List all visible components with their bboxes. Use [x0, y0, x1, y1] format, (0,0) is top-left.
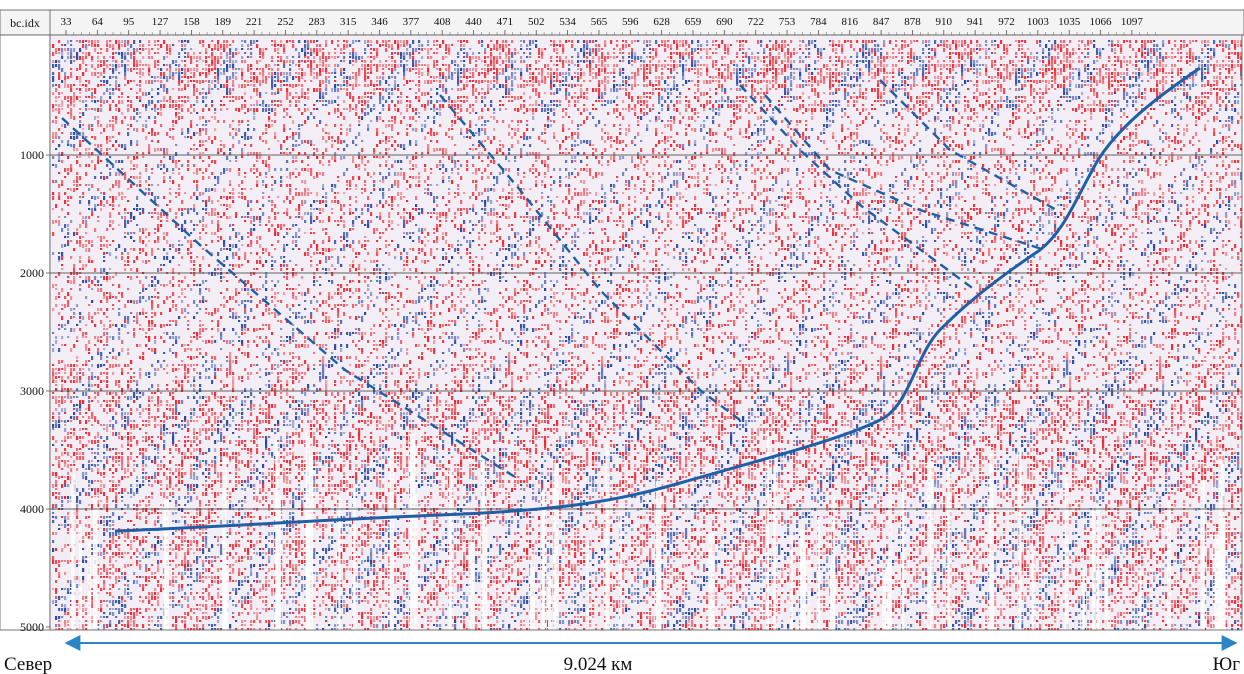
depth-tick-label: 4000 [20, 502, 44, 516]
trace-index-tick-label: 816 [842, 16, 859, 28]
trace-index-label: bc.idx [10, 16, 40, 30]
interpreted-fault-dashed-5 [879, 79, 1061, 214]
trace-index-tick-label: 252 [277, 16, 294, 28]
north-label: Север [4, 654, 52, 674]
trace-index-tick-label: 1003 [1027, 16, 1050, 28]
seismic-image [50, 35, 1242, 630]
trace-index-tick-label: 221 [246, 16, 263, 28]
interpreted-fault-dashed-3 [739, 84, 976, 291]
trace-index-tick-label: 784 [810, 16, 827, 28]
trace-index-tick-label: 690 [716, 16, 733, 28]
depth-tick-label: 1000 [20, 148, 44, 162]
depth-tick-label: 2000 [20, 266, 44, 280]
trace-index-tick-label: 565 [591, 16, 608, 28]
trace-index-tick-label: 941 [967, 16, 984, 28]
trace-index-tick-label: 283 [309, 16, 326, 28]
trace-index-tick-label: 847 [873, 16, 890, 28]
trace-index-tick-label: 628 [653, 16, 670, 28]
trace-index-tick-label: 1035 [1058, 16, 1081, 28]
depth-tick-label: 5000 [20, 620, 44, 634]
depth-axis-panel [0, 34, 51, 631]
trace-index-tick-label: 33 [61, 16, 73, 28]
trace-index-tick-label: 189 [215, 16, 232, 28]
trace-index-tick-label: 753 [779, 16, 796, 28]
trace-index-tick-label: 158 [183, 16, 200, 28]
depth-tick-label: 3000 [20, 384, 44, 398]
trace-index-tick-label: 315 [340, 16, 357, 28]
trace-index-tick-label: 1066 [1090, 16, 1113, 28]
trace-index-tick-label: 127 [152, 16, 169, 28]
trace-index-tick-label: 972 [998, 16, 1015, 28]
trace-index-tick-label: 910 [936, 16, 953, 28]
trace-index-tick-label: 878 [904, 16, 921, 28]
trace-index-tick-label: 502 [528, 16, 545, 28]
trace-index-tick-label: 659 [685, 16, 702, 28]
trace-index-ticks: 33 64 95 127 158 189 221 252 283 315 346 377 408 440 4… [61, 16, 1156, 35]
trace-index-tick-label: 95 [123, 16, 135, 28]
distance-label: 9.024 км [564, 654, 633, 674]
interpreted-fault-dashed-4 [764, 94, 1046, 252]
trace-index-tick-label: 408 [434, 16, 451, 28]
depth-axis-ticks: 1000 2000 3000 4000 5000 [20, 148, 50, 634]
trace-index-tick-label: 534 [559, 16, 576, 28]
interpreted-fault-dashed-1 [61, 117, 516, 479]
trace-index-tick-label: 596 [622, 16, 639, 28]
trace-index-tick-label: 377 [403, 16, 420, 28]
trace-index-tick-label: 471 [497, 16, 514, 28]
trace-index-tick-label: 722 [747, 16, 764, 28]
trace-header-bar [0, 9, 1244, 36]
interpreted-boundary-solid [114, 66, 1201, 533]
depth-gridlines [50, 154, 1242, 510]
trace-index-tick-label: 440 [465, 16, 482, 28]
trace-index-tick-label: 64 [92, 16, 104, 28]
south-label: Юг [1213, 654, 1241, 674]
interpreted-fault-dashed-2 [439, 94, 741, 421]
trace-index-tick-label: 346 [371, 16, 388, 28]
trace-index-tick-label: 1097 [1121, 16, 1144, 28]
